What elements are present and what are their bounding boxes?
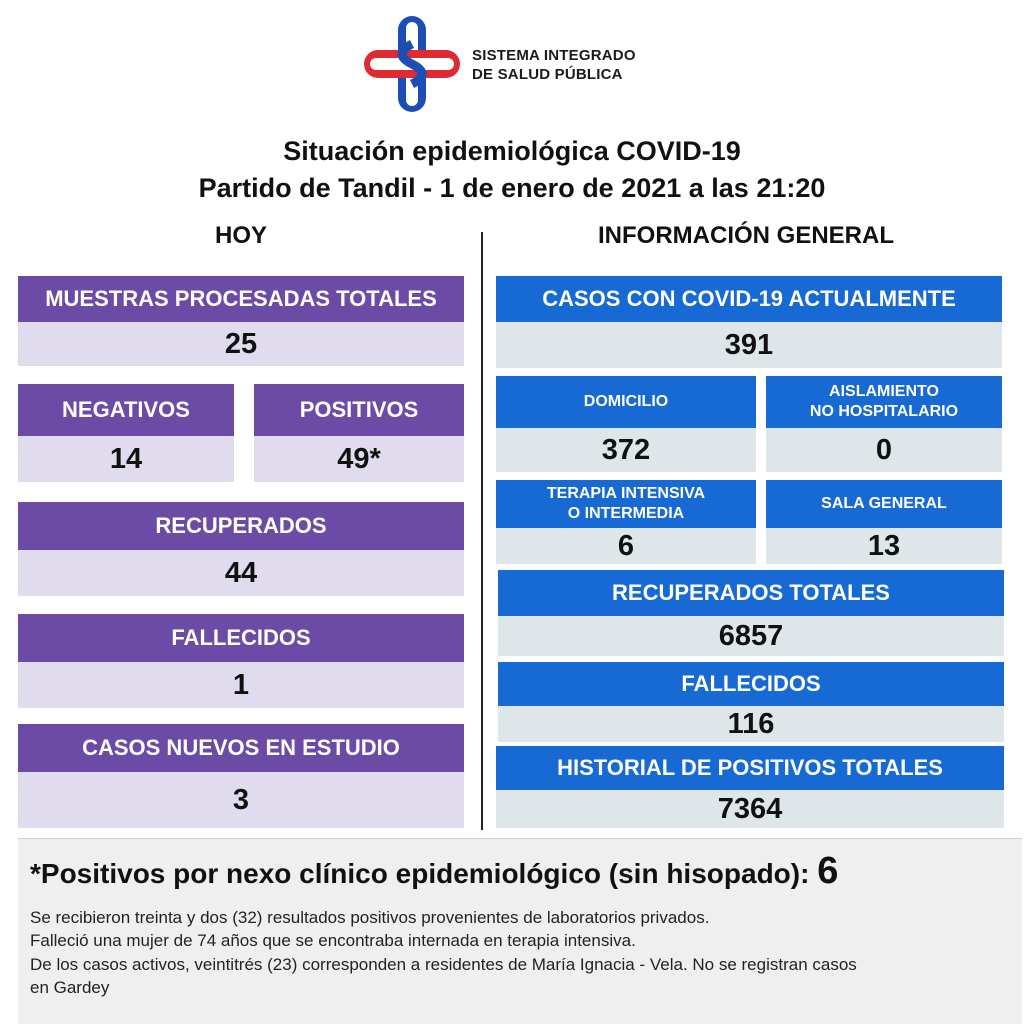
terapia-label-line2: O INTERMEDIA xyxy=(567,505,685,522)
note-line-4: en Gardey xyxy=(30,978,110,997)
casos-actuales-label: CASOS CON COVID-19 ACTUALMENTE xyxy=(496,276,1002,322)
sala-general-label: SALA GENERAL xyxy=(766,480,1002,528)
casos-actuales-value: 391 xyxy=(496,322,1002,368)
recuperados-label: RECUPERADOS xyxy=(18,502,464,550)
aislamiento-value: 0 xyxy=(766,428,1002,472)
historial-label: HISTORIAL DE POSITIVOS TOTALES xyxy=(496,746,1004,790)
aislamiento-label-line2: NO HOSPITALARIO xyxy=(809,403,959,420)
nexo-label: *Positivos por nexo clínico epidemiológi… xyxy=(30,858,810,889)
domicilio-value: 372 xyxy=(496,428,756,472)
note-line-3: De los casos activos, veintitrés (23) co… xyxy=(30,955,857,974)
terapia-label-line1: TERAPIA INTENSIVA xyxy=(546,485,706,502)
page-title: Situación epidemiológica COVID-19 xyxy=(283,136,741,166)
nexo-value: 6 xyxy=(817,850,839,892)
org-name-line1: SISTEMA INTEGRADO xyxy=(472,47,636,64)
column-divider xyxy=(481,232,483,830)
aislamiento-label-line1: AISLAMIENTO xyxy=(829,383,939,400)
sisp-logo xyxy=(364,16,460,112)
recuperados-value: 44 xyxy=(18,550,464,596)
negativos-value: 14 xyxy=(18,436,234,482)
domicilio-label: DOMICILIO xyxy=(496,376,756,428)
positivos-label: POSITIVOS xyxy=(254,384,464,436)
general-heading: INFORMACIÓN GENERAL xyxy=(598,222,894,249)
terapia-label: TERAPIA INTENSIVA O INTERMEDIA xyxy=(496,480,756,528)
terapia-value: 6 xyxy=(496,528,756,564)
org-name-line2: DE SALUD PÚBLICA xyxy=(472,66,623,83)
positivos-value: 49* xyxy=(254,436,464,482)
sala-general-value: 13 xyxy=(766,528,1002,564)
hoy-heading: HOY xyxy=(214,222,267,249)
fallecidos-totales-label: FALLECIDOS xyxy=(498,662,1004,706)
aislamiento-label: AISLAMIENTO NO HOSPITALARIO xyxy=(766,376,1002,428)
recuperados-totales-label: RECUPERADOS TOTALES xyxy=(498,570,1004,616)
page-subtitle: Partido de Tandil - 1 de enero de 2021 a… xyxy=(198,173,826,203)
notes-panel xyxy=(18,838,1022,1024)
note-line-1: Se recibieron treinta y dos (32) resulta… xyxy=(30,908,710,927)
note-line-2: Falleció una mujer de 74 años que se enc… xyxy=(30,931,636,950)
nexo-line: *Positivos por nexo clínico epidemiológi… xyxy=(30,850,838,893)
fallecidos-hoy-label: FALLECIDOS xyxy=(18,614,464,662)
fallecidos-hoy-value: 1 xyxy=(18,662,464,708)
casos-nuevos-label: CASOS NUEVOS EN ESTUDIO xyxy=(18,724,464,772)
casos-nuevos-value: 3 xyxy=(18,772,464,828)
muestras-value: 25 xyxy=(18,322,464,366)
historial-value: 7364 xyxy=(496,790,1004,828)
negativos-label: NEGATIVOS xyxy=(18,384,234,436)
fallecidos-totales-value: 116 xyxy=(498,706,1004,742)
muestras-label: MUESTRAS PROCESADAS TOTALES xyxy=(18,276,464,322)
recuperados-totales-value: 6857 xyxy=(498,616,1004,656)
